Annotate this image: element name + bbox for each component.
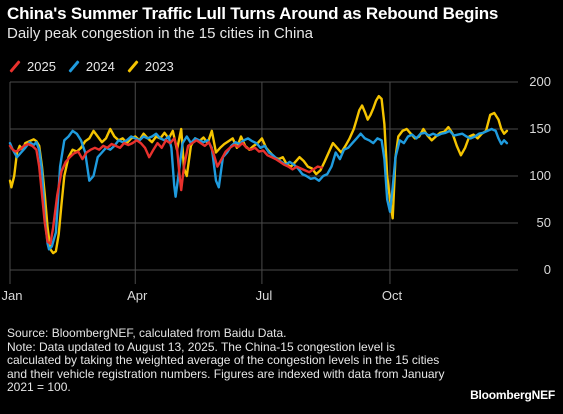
x-tick-label-jul: Jul <box>256 288 273 303</box>
chart-subtitle: Daily peak congestion in the 15 cities i… <box>7 25 314 42</box>
legend-label-2025: 2025 <box>27 58 56 74</box>
legend-item-2024: 2024 <box>68 59 115 74</box>
series-line-2023 <box>8 94 509 255</box>
grid-layer <box>9 81 518 284</box>
y-tick-label-0: 0 <box>544 262 551 277</box>
legend-item-2023: 2023 <box>127 59 174 74</box>
series-line-2024 <box>8 127 509 251</box>
note-line: Note: Data updated to August 13, 2025. T… <box>7 339 445 394</box>
y-tick-label-50: 50 <box>537 215 551 230</box>
chart-title: China's Summer Traffic Lull Turns Around… <box>7 4 499 23</box>
chart-legend: 2025 2024 2023 <box>9 57 186 75</box>
y-tick-label-200: 200 <box>529 74 551 89</box>
legend-item-2025: 2025 <box>9 59 56 74</box>
series-lines-layer <box>8 94 509 255</box>
x-tick-label-jan: Jan <box>2 288 23 303</box>
x-tick-label-apr: Apr <box>127 288 148 303</box>
line-chart: 0 50 100 150 200 Jan Apr Jul Oct <box>2 74 551 303</box>
y-tick-label-100: 100 <box>529 168 551 183</box>
source-line: Source: BloombergNEF, calculated from Ba… <box>7 326 287 340</box>
x-tick-label-oct: Oct <box>382 288 403 303</box>
series-line-2025 <box>8 137 323 245</box>
source-notes: Source: BloombergNEF, calculated from Ba… <box>7 326 447 395</box>
brand-logo-text: BloombergNEF <box>470 388 555 402</box>
axis-labels-layer: 0 50 100 150 200 Jan Apr Jul Oct <box>2 74 551 303</box>
legend-label-2024: 2024 <box>85 58 115 74</box>
y-tick-label-150: 150 <box>529 121 551 136</box>
legend-label-2023: 2023 <box>144 58 174 74</box>
